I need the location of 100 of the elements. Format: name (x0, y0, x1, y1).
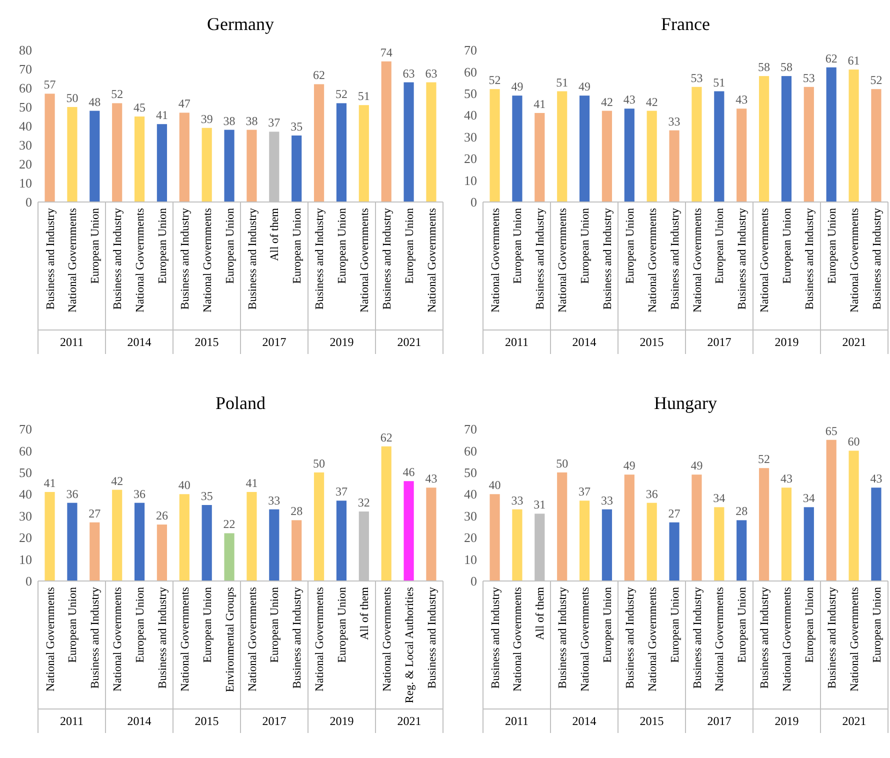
bar (292, 520, 302, 581)
y-tick-label: 20 (19, 530, 32, 546)
bar (534, 112, 545, 202)
y-tick-label: 80 (19, 42, 32, 58)
x-tick-label: Business and Industry (692, 586, 704, 689)
data-label: 51 (556, 75, 568, 90)
data-label: 62 (313, 68, 326, 82)
data-label: 52 (335, 87, 348, 102)
x-tick-label: European Union (871, 586, 884, 663)
bar (156, 524, 168, 581)
x-tick-label: European Union (269, 586, 282, 663)
bar (490, 494, 500, 581)
y-tick-label: 40 (464, 108, 477, 123)
bar (579, 500, 590, 581)
y-tick-label: 20 (464, 151, 477, 166)
bar (512, 509, 522, 581)
x-tick-label: National Governments (512, 586, 524, 692)
x-tick-label: Business and Industry (112, 208, 124, 310)
text: 2017 (262, 714, 286, 728)
x-tick-label: National Governments (759, 207, 772, 312)
text: 2014 (127, 714, 152, 728)
data-label: 33 (268, 493, 280, 508)
x-tick-label: National Governments (848, 586, 861, 692)
data-label: 63 (402, 66, 415, 80)
data-label: 36 (646, 486, 658, 501)
x-tick-label: National Governments (314, 586, 326, 692)
text: 2014 (572, 335, 596, 350)
data-label: 62 (380, 430, 392, 444)
bar (269, 509, 280, 581)
bar (44, 492, 55, 581)
x-tick-label: Business and Industry (490, 586, 502, 689)
bar (246, 492, 257, 581)
data-label: 43 (780, 472, 792, 486)
y-tick-label: 10 (464, 552, 477, 567)
bar (426, 82, 436, 202)
data-label: 34 (713, 491, 726, 506)
x-tick-label: Business and Industry (602, 208, 614, 310)
bar (202, 505, 212, 581)
text: 2011 (60, 335, 84, 350)
x-tick-label: National Governments (358, 207, 371, 312)
bar (179, 112, 190, 202)
data-label: 33 (600, 493, 613, 508)
y-tick-label: 40 (19, 486, 32, 502)
data-label: 57 (44, 78, 56, 92)
data-label: 42 (600, 94, 613, 109)
x-tick-label: National Governments (134, 207, 147, 312)
data-label: 50 (556, 456, 568, 470)
y-tick-label: 60 (464, 443, 477, 458)
x-tick-label: Environmental Groups (224, 586, 236, 692)
x-tick-label: European Union (336, 208, 348, 284)
y-tick-label: 50 (464, 86, 477, 101)
bar (202, 128, 212, 202)
data-label: 40 (178, 478, 190, 492)
data-label: 42 (111, 474, 124, 488)
x-tick-label: National Governments (44, 586, 57, 692)
x-tick-label: National Governments (646, 586, 659, 692)
data-label: 38 (223, 114, 236, 128)
data-label: 43 (736, 92, 748, 107)
bar (669, 522, 680, 581)
data-label: 45 (134, 100, 146, 114)
bar (246, 130, 257, 202)
x-tick-label: European Union (736, 586, 749, 663)
data-label: 48 (88, 94, 101, 109)
data-label: 41 (44, 476, 56, 490)
x-tick-label: National Governments (246, 586, 259, 692)
text: 2014 (127, 335, 152, 350)
x-tick-label: National Governments (580, 586, 592, 692)
bar (112, 103, 122, 202)
data-label: 46 (402, 465, 415, 480)
data-label: 27 (88, 506, 101, 520)
data-label: 28 (290, 504, 303, 518)
text: 2017 (707, 335, 732, 350)
chart-title: Hungary (654, 393, 717, 413)
data-label: 52 (870, 73, 882, 88)
data-label: 63 (425, 66, 438, 80)
y-tick-label: 30 (464, 129, 477, 144)
bar (314, 472, 324, 581)
x-tick-label: European Union (336, 586, 348, 663)
data-label: 62 (825, 51, 838, 66)
bar (336, 500, 347, 581)
chart-title: France (661, 14, 710, 34)
x-tick-label: National Governments (692, 207, 704, 312)
y-tick-label: 40 (19, 118, 32, 134)
bar (381, 446, 392, 581)
data-label: 33 (668, 114, 680, 128)
data-label: 28 (736, 504, 748, 518)
text: 2015 (194, 335, 219, 350)
data-label: 22 (223, 517, 236, 532)
data-label: 32 (358, 496, 370, 510)
bar (871, 488, 882, 581)
x-tick-label: Business and Industry (736, 208, 749, 310)
data-label: 36 (134, 486, 146, 501)
x-tick-label: European Union (804, 586, 816, 663)
y-tick-label: 10 (19, 552, 32, 567)
x-tick-label: Business and Industry (759, 586, 772, 689)
x-tick-label: National Governments (848, 207, 861, 312)
bar (714, 91, 724, 202)
bar (848, 450, 859, 581)
text: 2015 (640, 714, 664, 728)
text: 2014 (572, 714, 596, 728)
